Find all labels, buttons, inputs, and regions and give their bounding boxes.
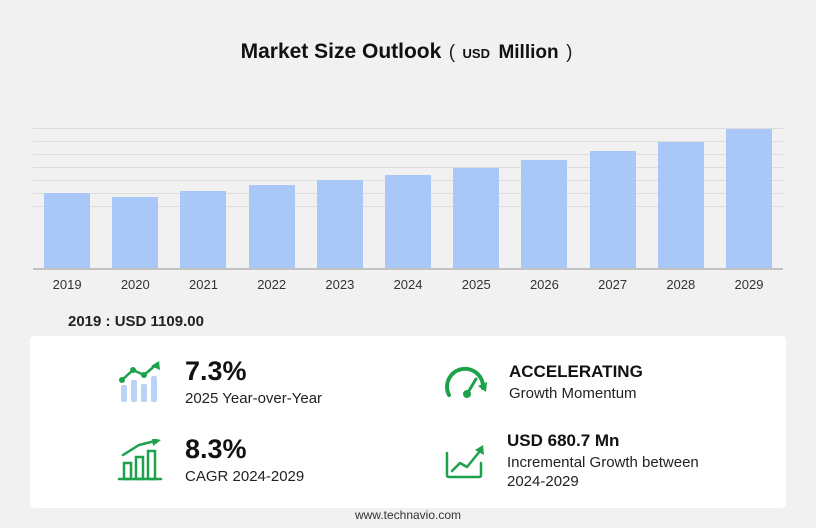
- bar-plot: [33, 120, 783, 270]
- bar-slot: [442, 120, 510, 268]
- x-axis-label-2023: 2023: [325, 277, 355, 292]
- bar-slot: [579, 120, 647, 268]
- stat-value-yoy: 7.3%: [185, 356, 247, 387]
- stat-label-momentum: Growth Momentum: [509, 385, 637, 403]
- bar-2026: [521, 159, 568, 268]
- base-year-note: 2019 : USD 1109.00: [68, 313, 204, 330]
- incremental-growth-icon: [443, 441, 489, 481]
- bar-2020: [112, 197, 159, 268]
- stat-value-momentum: ACCELERATING: [509, 361, 643, 381]
- stat-yoy: 7.3% 2025 Year-over-Year: [30, 344, 398, 422]
- x-axis-label-2021: 2021: [189, 277, 218, 292]
- x-axis-label-2029: 2029: [734, 277, 764, 292]
- x-axis-label-2019: 2019: [52, 277, 82, 292]
- page-title: Market Size Outlook ( USD Million ): [0, 40, 816, 64]
- x-axis-label-2024: 2024: [393, 277, 423, 292]
- bar-slot: [238, 120, 306, 268]
- stat-label-yoy: 2025 Year-over-Year: [185, 389, 323, 407]
- gridline: [33, 167, 783, 168]
- x-axis-labels: 2019 2020 2021 2022 2023 2024 2025 2026 2027 2028…: [33, 277, 783, 292]
- x-axis-label-2022: 2022: [257, 277, 287, 292]
- bar-slot: [169, 120, 237, 268]
- x-axis-label-2026: 2026: [529, 277, 559, 292]
- stat-value-cagr: 8.3%: [185, 434, 247, 465]
- bar-slot: [374, 120, 442, 268]
- subtitle-unit: Million: [498, 42, 559, 63]
- title-text: Market Size Outlook: [240, 40, 442, 63]
- cagr-chart-icon: [115, 439, 167, 483]
- subtitle-close-paren: ): [566, 42, 573, 63]
- bar-2025: [453, 167, 500, 268]
- bar-slot: [715, 120, 783, 268]
- subtitle-open-paren: (: [448, 42, 456, 63]
- bar-2023: [316, 180, 363, 268]
- stat-value-incremental: USD 680.7 Mn: [507, 430, 620, 450]
- stat-momentum: ACCELERATING Growth Momentum: [398, 344, 766, 422]
- stat-incremental: USD 680.7 Mn Incremental Growth between …: [398, 422, 766, 500]
- x-axis-label-2028: 2028: [666, 277, 696, 292]
- stats-panel: 7.3% 2025 Year-over-Year ACCELERATING Gr…: [30, 336, 786, 508]
- bar-slot: [33, 120, 101, 268]
- bar-2022: [248, 185, 295, 268]
- x-axis-label-2027: 2027: [598, 277, 628, 292]
- gridline: [33, 128, 783, 129]
- stat-cagr: 8.3% CAGR 2024-2029: [30, 422, 398, 500]
- stat-label-incremental: Incremental Growth between 2024-2029: [507, 453, 699, 490]
- bar-2027: [589, 150, 636, 268]
- bar-slot: [101, 120, 169, 268]
- market-size-bar-chart: [33, 120, 783, 270]
- bar-slot: [647, 120, 715, 268]
- bar-slot: [510, 120, 578, 268]
- bar-2028: [657, 141, 704, 268]
- gridline: [33, 154, 783, 155]
- x-axis-label-2020: 2020: [120, 277, 150, 292]
- speedometer-icon: [443, 366, 491, 400]
- bar-2029: [725, 128, 772, 268]
- website-url: www.technavio.com: [354, 508, 462, 522]
- growth-bars-icon: [115, 359, 167, 407]
- stat-label-cagr: CAGR 2024-2029: [185, 467, 305, 485]
- gridline: [33, 141, 783, 142]
- subtitle-currency: USD: [462, 46, 490, 61]
- x-axis-label-2025: 2025: [461, 277, 491, 292]
- bar-2024: [385, 174, 432, 268]
- bar-2021: [180, 191, 227, 268]
- bar-slot: [306, 120, 374, 268]
- bar-2019: [44, 193, 91, 268]
